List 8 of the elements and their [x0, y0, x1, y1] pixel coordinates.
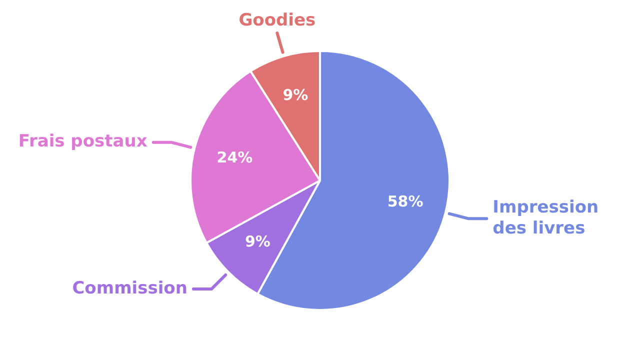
data-label: 58%	[387, 192, 424, 210]
slice-label: Frais postaux	[18, 132, 148, 152]
data-label: 9%	[245, 232, 270, 251]
slice-label: Commission	[72, 278, 188, 298]
data-label: 24%	[216, 148, 253, 166]
data-label: 9%	[282, 86, 308, 104]
slice-label: Impression des livres	[492, 198, 599, 239]
slice-label: Goodies	[238, 10, 316, 31]
